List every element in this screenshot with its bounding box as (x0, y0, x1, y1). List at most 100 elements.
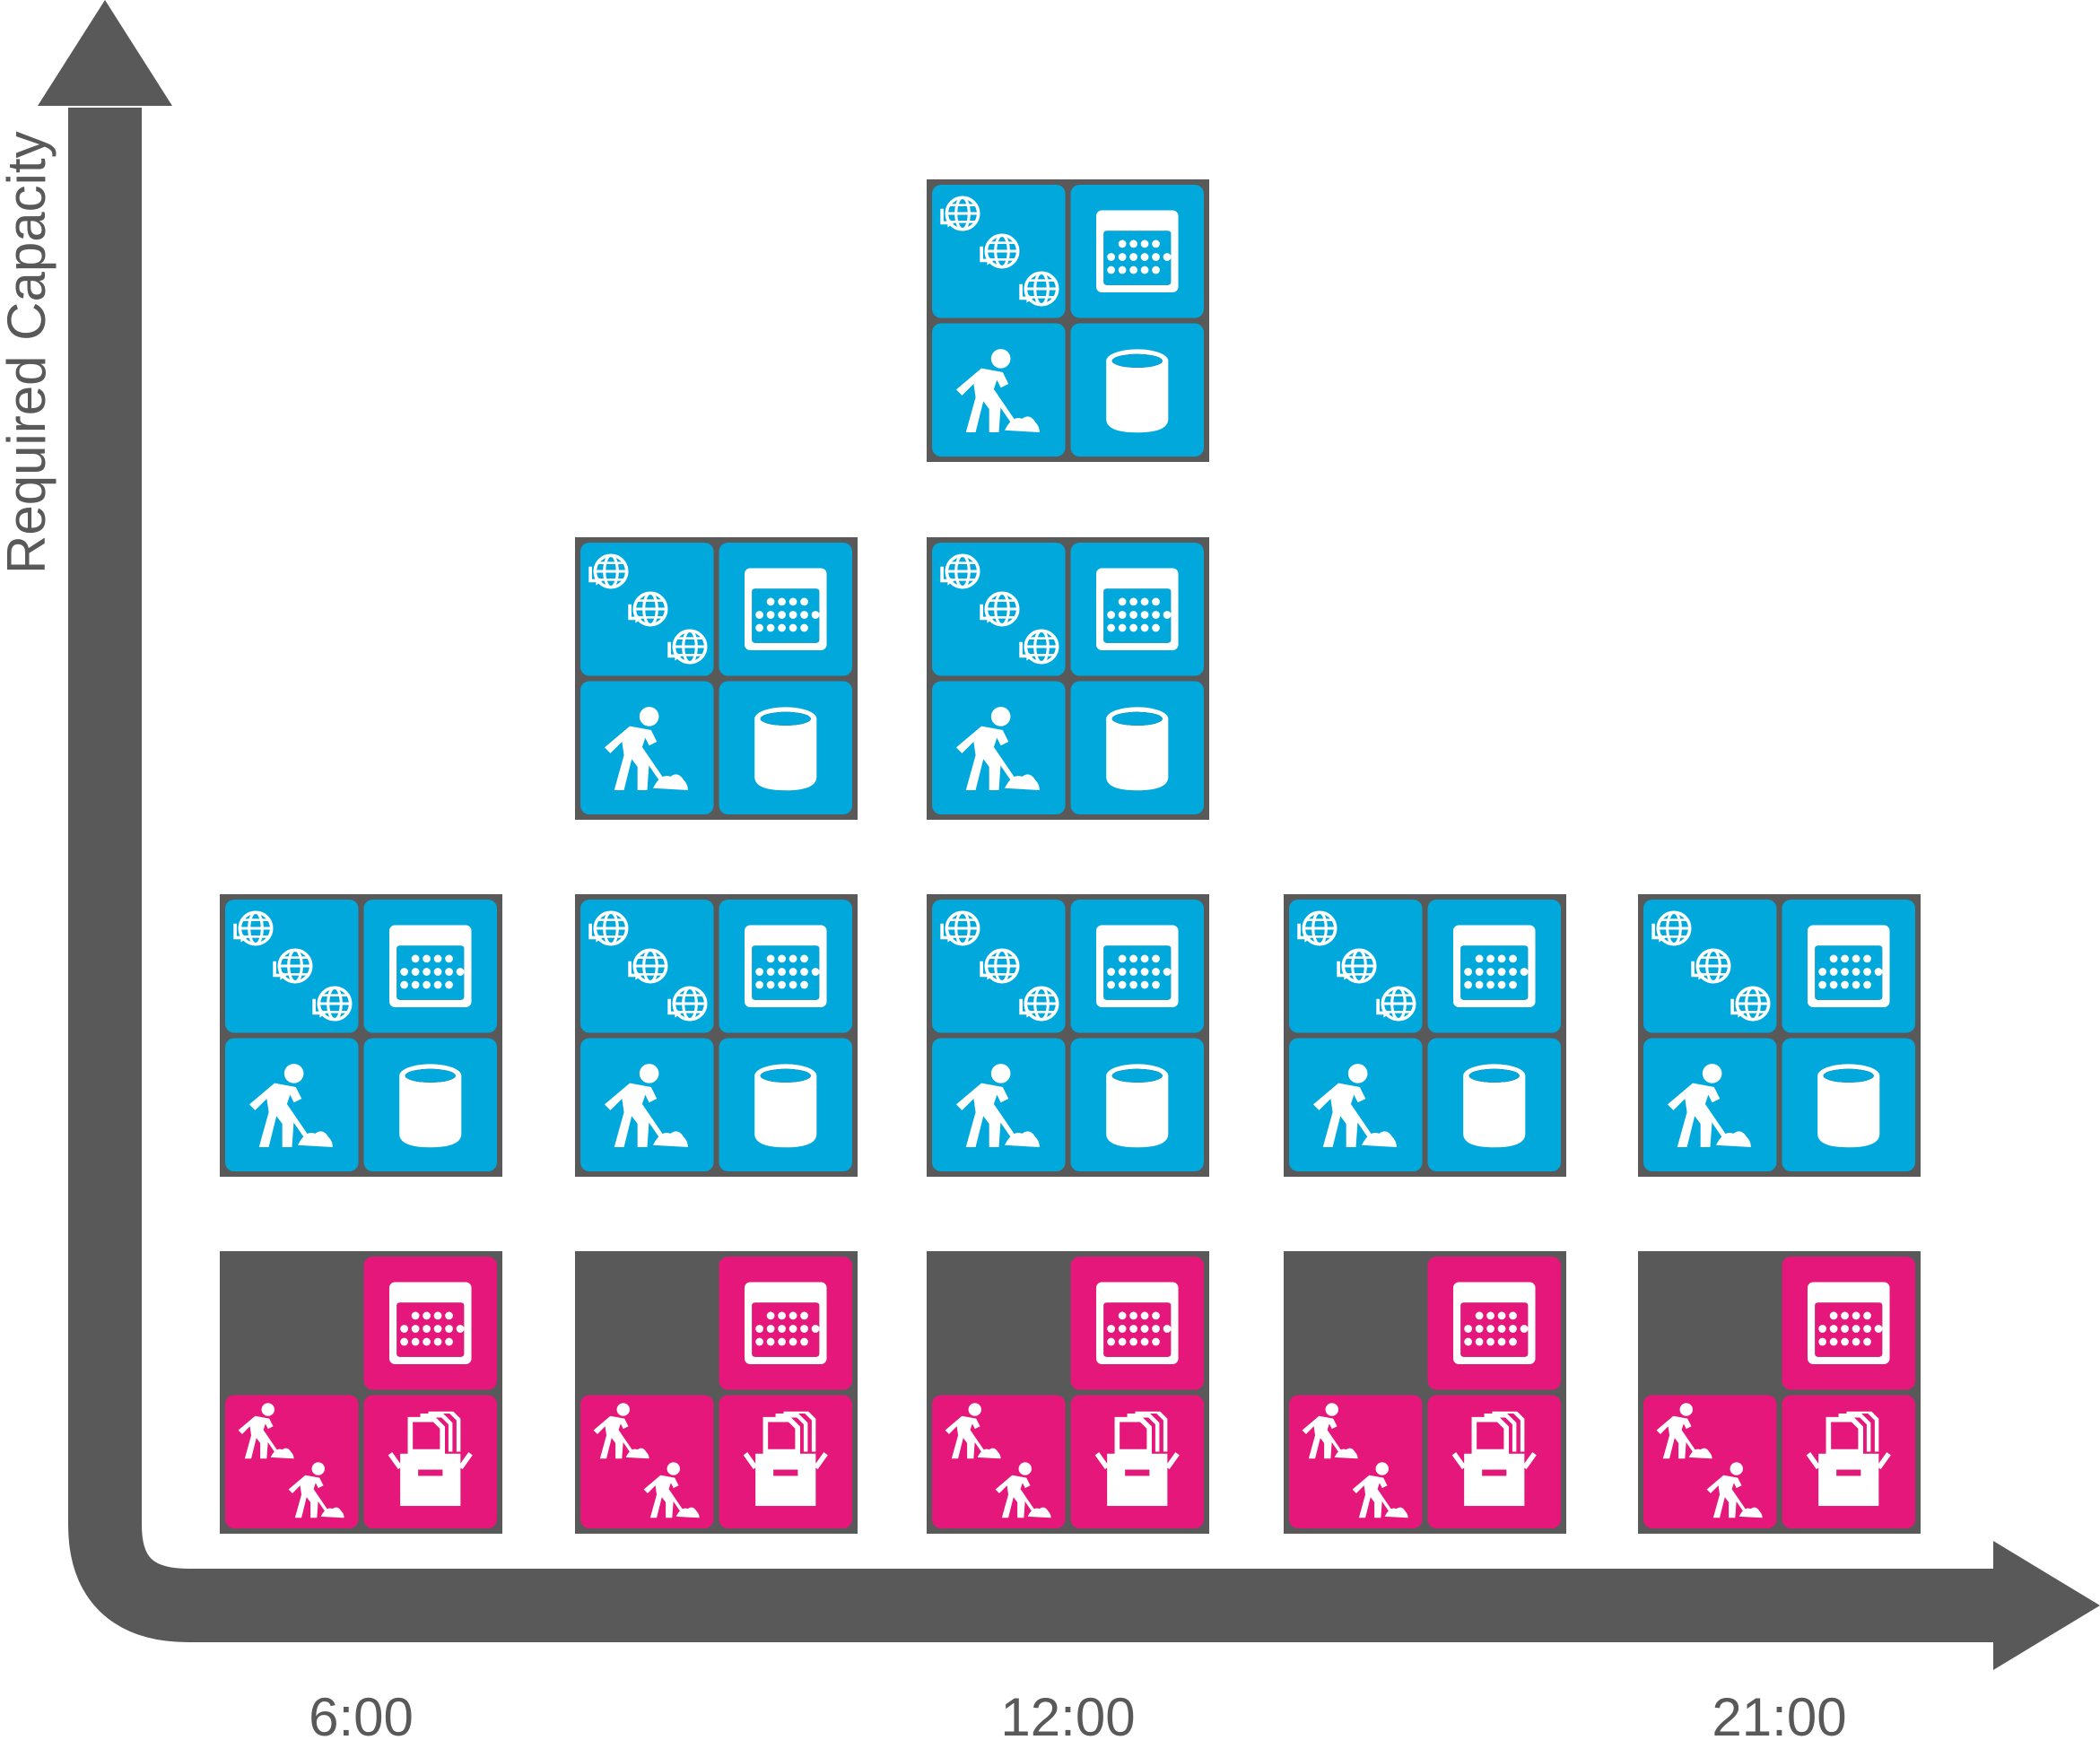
calendar-dot (1107, 968, 1115, 976)
tile-globe-chain (1643, 900, 1777, 1033)
calendar-dot (1118, 1337, 1127, 1346)
database-top (760, 711, 811, 726)
calendar-dot (766, 1337, 775, 1346)
calendar-dot (433, 1325, 442, 1333)
tile-two-workers (1289, 1395, 1423, 1528)
calendar-dot (1152, 239, 1160, 248)
tile-database (1070, 681, 1204, 814)
calendar-dot (1852, 1325, 1860, 1333)
tile-calendar (1427, 1257, 1561, 1390)
calendar-dot (1140, 265, 1149, 274)
box-slot (773, 1469, 798, 1476)
calendar-dot (755, 611, 763, 619)
calendar-dot (400, 1325, 408, 1333)
calendar-dot (1118, 611, 1127, 619)
calendar-dot (1829, 1311, 1838, 1320)
calendar-dot (1486, 1311, 1494, 1320)
tile-database (363, 1038, 497, 1171)
calendar-dot (1107, 253, 1115, 261)
calendar-dot (1163, 253, 1172, 261)
calendar-dot (1152, 1325, 1160, 1333)
capacity-block-blue (1638, 894, 1921, 1177)
calendar-dot (755, 623, 763, 632)
calendar-dot (1129, 954, 1137, 963)
calendar-dot (1464, 1325, 1472, 1333)
calendar-dot (1140, 597, 1149, 606)
tile-bg (580, 1038, 714, 1171)
tile-calendar (363, 900, 497, 1033)
tile-box (719, 1395, 852, 1528)
tile-bg (1289, 1038, 1423, 1171)
tile-globe-chain (580, 543, 714, 676)
calendar-dot (1118, 597, 1127, 606)
tile-calendar (1070, 900, 1204, 1033)
calendar-dot (1497, 968, 1506, 976)
calendar-dot (1152, 1311, 1160, 1320)
calendar-dot (755, 968, 763, 976)
calendar-dot (1140, 1325, 1149, 1333)
capacity-block-blue (575, 537, 858, 820)
calendar-dot (1486, 1337, 1494, 1346)
tile-box (1427, 1395, 1561, 1528)
tile-globe-chain (932, 185, 1066, 318)
calendar-dot (423, 1311, 431, 1320)
calendar-dot (456, 1325, 465, 1333)
tile-worker (932, 681, 1066, 814)
calendar-dot (1129, 265, 1137, 274)
capacity-block-blue (927, 537, 1209, 820)
calendar-dot (800, 980, 808, 989)
calendar-dot (1509, 1325, 1517, 1333)
capacity-block-blue (1284, 894, 1566, 1177)
calendar-dot (456, 968, 465, 976)
calendar-dot (766, 623, 775, 632)
calendar-dot (445, 1325, 453, 1333)
calendar-dot (1107, 1325, 1115, 1333)
calendar-dot (766, 1311, 775, 1320)
calendar-dot (1863, 1337, 1871, 1346)
capacity-block-magenta (1638, 1251, 1921, 1534)
calendar-dot (423, 1325, 431, 1333)
calendar-dot (1152, 968, 1160, 976)
calendar-dot (1852, 954, 1860, 963)
calendar-dot (1818, 980, 1826, 989)
calendar-dot (811, 968, 820, 976)
calendar-dot (1163, 1325, 1172, 1333)
tile-calendar (719, 900, 852, 1033)
box-slot (418, 1469, 443, 1476)
calendar-dot (789, 597, 797, 606)
axis-arrows (38, 0, 2100, 1670)
calendar-dot (433, 1337, 442, 1346)
calendar-dot (800, 1311, 808, 1320)
axis-line (68, 108, 2018, 1642)
calendar-dot (1852, 1337, 1860, 1346)
calendar-dot (1107, 611, 1115, 619)
calendar-dot (1497, 1311, 1506, 1320)
calendar-dot (1118, 1311, 1127, 1320)
calendar-dot (411, 968, 420, 976)
calendar-dot (423, 1337, 431, 1346)
calendar-dot (1475, 954, 1484, 963)
calendar-dot (1129, 611, 1137, 619)
calendar-dot (1118, 968, 1127, 976)
calendar-dot (1118, 239, 1127, 248)
calendar-dot (1464, 980, 1472, 989)
calendar-dot (789, 980, 797, 989)
tile-globe-chain (932, 900, 1066, 1033)
tile-globe-chain (1289, 900, 1423, 1033)
calendar-dot (1486, 968, 1494, 976)
calendar-dot (1129, 968, 1137, 976)
capacity-block-magenta (575, 1251, 858, 1534)
calendar-dot (1863, 968, 1871, 976)
calendar-dot (755, 1325, 763, 1333)
tile-calendar (1070, 543, 1204, 676)
tile-database (1070, 1038, 1204, 1171)
calendar-dot (800, 1325, 808, 1333)
calendar-dot (1852, 968, 1860, 976)
calendar-dot (800, 611, 808, 619)
database-top (760, 1068, 811, 1083)
calendar-dot (1841, 954, 1849, 963)
calendar-dot (1140, 239, 1149, 248)
calendar-dot (778, 1337, 786, 1346)
calendar-dot (411, 980, 420, 989)
calendar-dot (1509, 1337, 1517, 1346)
